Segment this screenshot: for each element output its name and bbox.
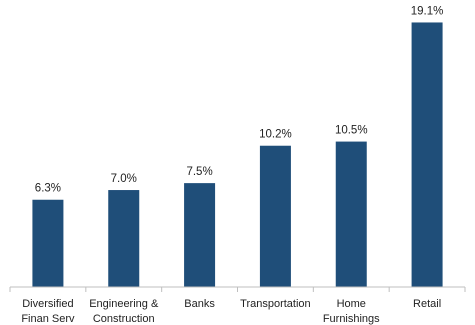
category-label-line: Retail	[413, 298, 441, 310]
category-label: Transportation	[240, 298, 311, 310]
data-labels-group: 6.3% 7.0% 7.5% 10.2% 10.5% 19.1%	[35, 5, 444, 194]
category-label-line: Finan Serv	[21, 313, 75, 325]
bar-value-label: 19.1%	[411, 5, 444, 17]
category-label-line: Transportation	[240, 298, 311, 310]
category-label-line: Furnishings	[323, 313, 380, 325]
bar-value-label: 6.3%	[35, 183, 61, 195]
bar	[108, 190, 140, 287]
category-label-line: Diversified	[22, 298, 73, 310]
bar	[32, 199, 64, 287]
category-label-line: Construction	[93, 313, 155, 325]
category-label-line: Banks	[184, 298, 215, 310]
category-label: Banks	[184, 298, 215, 310]
bar-value-label: 10.5%	[335, 125, 368, 137]
bars-group	[32, 22, 443, 288]
category-label-line: Home	[337, 298, 366, 310]
category-label-line: Engineering &	[89, 298, 159, 310]
category-label: Diversified Finan Serv	[21, 298, 75, 325]
bar-value-label: 10.2%	[259, 129, 292, 141]
bar-value-label: 7.5%	[186, 166, 212, 178]
category-label: Home Furnishings	[323, 298, 380, 325]
bar	[335, 141, 367, 287]
bar	[259, 145, 291, 287]
category-labels-group: Diversified Finan Serv Engineering & Constr…	[21, 298, 441, 325]
x-axis-ticks	[9, 287, 466, 292]
bar	[411, 22, 443, 288]
category-label: Engineering & Construction	[89, 298, 159, 325]
category-label: Retail	[413, 298, 441, 310]
bar	[184, 183, 216, 287]
bar-value-label: 7.0%	[111, 173, 137, 185]
